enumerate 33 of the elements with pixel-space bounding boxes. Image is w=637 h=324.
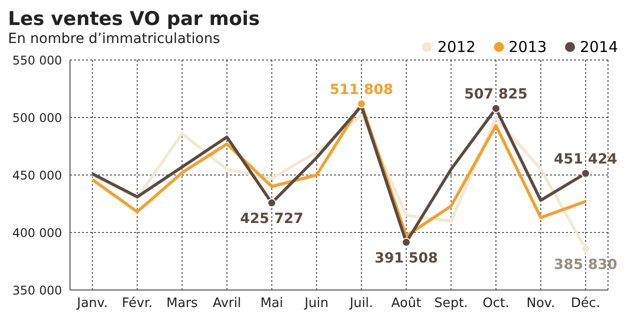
- point: [581, 168, 590, 178]
- legend-label: 2012: [436, 38, 476, 56]
- point: [491, 104, 500, 113]
- point: [402, 238, 411, 247]
- x-tick-label: Sept.: [434, 296, 468, 312]
- point: [356, 99, 366, 108]
- chart-title: Les ventes VO par mois: [8, 8, 261, 30]
- x-tick-label: Mars: [166, 296, 198, 312]
- x-tick-label: Juil.: [348, 296, 374, 312]
- y-tick-label: 550 000: [12, 53, 62, 68]
- data-label: 391 508: [374, 250, 438, 266]
- y-tick-label: 400 000: [12, 226, 62, 240]
- y-tick-label: 350 000: [12, 283, 62, 298]
- data-label: 511 808: [330, 82, 394, 98]
- data-label: 425 727: [240, 210, 304, 227]
- data-label: 507 825: [464, 86, 528, 102]
- data-label: 385 830: [554, 256, 618, 273]
- x-tick-label: Mai: [260, 296, 284, 312]
- point: [267, 198, 276, 208]
- legend-label: 2013: [508, 38, 547, 56]
- x-tick-label: Juin: [304, 296, 329, 312]
- x-tick-label: Févr.: [122, 296, 153, 312]
- y-tick-label: 500 000: [12, 110, 62, 125]
- x-tick-label: Janv.: [76, 296, 108, 312]
- data-label: 451 424: [554, 151, 618, 168]
- chart-subtitle: En nombre d’immatriculations: [8, 31, 220, 47]
- x-tick-label: Nov.: [526, 296, 555, 312]
- x-tick-label: Oct.: [482, 296, 510, 312]
- legend-label: 2014: [578, 38, 618, 56]
- x-tick-label: Déc.: [570, 296, 600, 312]
- y-tick-label: 450 000: [12, 168, 62, 182]
- x-tick-label: Avril: [212, 296, 242, 312]
- x-tick-label: Août: [391, 296, 422, 312]
